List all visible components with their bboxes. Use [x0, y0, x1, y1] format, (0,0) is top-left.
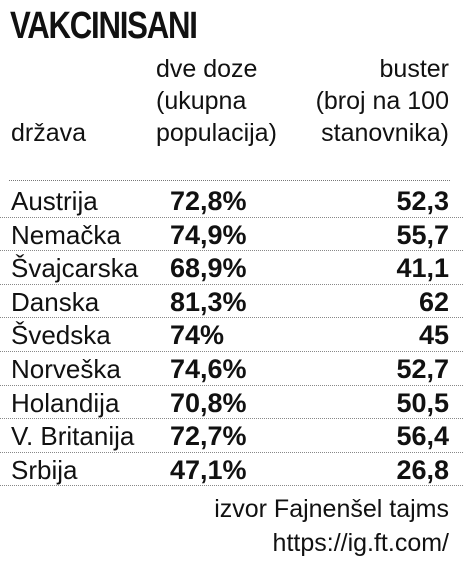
table-row: Danska 81,3% 62 — [0, 285, 463, 319]
column-header-two-doses-line: populacija) — [156, 119, 277, 147]
booster-cell: 26,8 — [396, 454, 449, 485]
source-url: https://ig.ft.com/ — [272, 529, 449, 557]
country-cell: V. Britanija — [11, 421, 135, 452]
column-header-booster-line: stanovnika) — [321, 119, 449, 147]
country-cell: Danska — [11, 286, 100, 317]
two-doses-cell: 72,7% — [170, 421, 247, 452]
table-row: Švedska 74% 45 — [0, 318, 463, 352]
two-doses-cell: 68,9% — [170, 253, 247, 284]
table-row: Švajcarska 68,9% 41,1 — [0, 251, 463, 285]
column-header-two-doses-line: (ukupna — [156, 87, 247, 115]
table-row: Nemačka 74,9% 55,7 — [0, 218, 463, 252]
column-header-two-doses: dve doze (ukupna populacija) — [156, 53, 277, 149]
booster-cell: 56,4 — [396, 421, 449, 452]
header-divider — [9, 180, 450, 181]
country-cell: Srbija — [11, 454, 78, 485]
table-row: Srbija 47,1% 26,8 — [0, 453, 463, 487]
column-header-country: država — [11, 119, 87, 147]
column-header-two-doses-line: dve doze — [156, 55, 258, 83]
country-cell: Holandija — [11, 387, 120, 418]
table-row: V. Britanija 72,7% 56,4 — [0, 419, 463, 453]
booster-cell: 55,7 — [396, 219, 449, 250]
country-cell: Švedska — [11, 320, 111, 351]
country-cell: Švajcarska — [11, 253, 139, 284]
booster-cell: 45 — [418, 320, 449, 351]
column-header-booster-line: buster — [379, 55, 449, 83]
column-header-booster-line: (broj na 100 — [315, 87, 449, 115]
booster-cell: 50,5 — [396, 387, 449, 418]
booster-cell: 41,1 — [396, 253, 449, 284]
chart-title: VAKCINISANI — [10, 5, 198, 47]
booster-cell: 52,7 — [396, 353, 449, 384]
booster-cell: 52,3 — [396, 186, 449, 216]
source-credit: izvor Fajnenšel tajms — [214, 495, 449, 523]
two-doses-cell: 74% — [170, 320, 225, 351]
table-body: Austrija 72,8% 52,3 Nemačka 74,9% 55,7 Š… — [0, 184, 463, 487]
country-cell: Austrija — [11, 186, 98, 216]
two-doses-cell: 74,9% — [170, 219, 247, 250]
table-row: Holandija 70,8% 50,5 — [0, 386, 463, 420]
country-cell: Nemačka — [11, 219, 121, 250]
two-doses-cell: 72,8% — [170, 186, 247, 216]
two-doses-cell: 74,6% — [170, 353, 247, 384]
two-doses-cell: 47,1% — [170, 454, 247, 485]
column-header-booster: buster (broj na 100 stanovnika) — [316, 53, 449, 149]
country-cell: Norveška — [11, 353, 121, 384]
two-doses-cell: 70,8% — [170, 387, 247, 418]
table-row: Austrija 72,8% 52,3 — [0, 184, 463, 218]
table-row: Norveška 74,6% 52,7 — [0, 352, 463, 386]
booster-cell: 62 — [418, 286, 449, 317]
two-doses-cell: 81,3% — [170, 286, 247, 317]
